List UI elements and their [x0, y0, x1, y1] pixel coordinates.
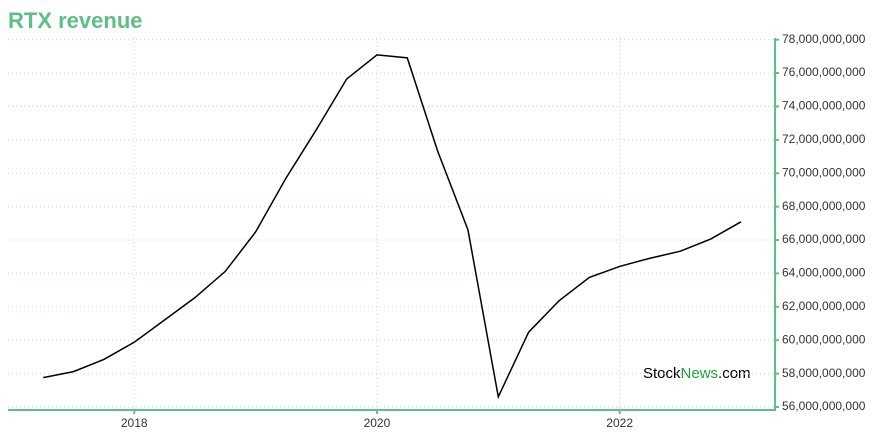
y-tick-label: 70,000,000,000	[782, 165, 866, 179]
x-tick-label: 2022	[606, 416, 633, 430]
y-tick-label: 68,000,000,000	[782, 199, 866, 213]
watermark: StockNews.com	[643, 365, 751, 382]
watermark-part: Stock	[643, 365, 681, 382]
y-tick-label: 64,000,000,000	[782, 266, 866, 280]
y-tick-label: 72,000,000,000	[782, 132, 866, 146]
y-tick-label: 56,000,000,000	[782, 399, 866, 413]
y-tick-label: 58,000,000,000	[782, 366, 866, 380]
y-tick-label: 66,000,000,000	[782, 232, 866, 246]
x-tick-label: 2020	[364, 416, 391, 430]
y-tick-label: 74,000,000,000	[782, 99, 866, 113]
y-tick-label: 78,000,000,000	[782, 32, 866, 46]
x-tick-label: 2018	[121, 416, 148, 430]
chart-title: RTX revenue	[8, 8, 143, 33]
y-tick-label: 76,000,000,000	[782, 65, 866, 79]
y-tick-label: 62,000,000,000	[782, 299, 866, 313]
watermark-part: .com	[718, 365, 751, 382]
watermark-part: News	[681, 365, 719, 382]
y-tick-label: 60,000,000,000	[782, 332, 866, 346]
line	[43, 54, 742, 400]
